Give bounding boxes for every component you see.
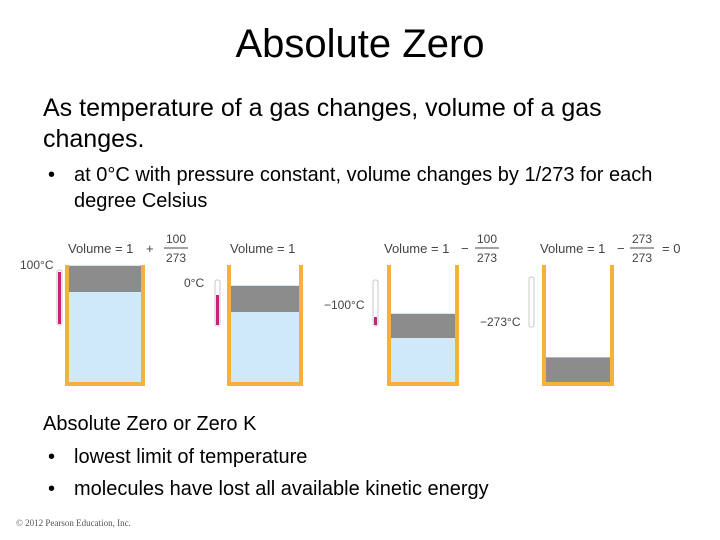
fraction-denominator: 273 bbox=[477, 251, 497, 265]
piston bbox=[231, 286, 299, 312]
volume-equation-label: Volume = 1 bbox=[230, 241, 295, 256]
thermometer-tube bbox=[528, 276, 535, 328]
bullet-text: at 0°C with pressure constant, volume ch… bbox=[74, 164, 653, 212]
bullet-glyph: • bbox=[48, 478, 56, 500]
equation-operator: − bbox=[617, 241, 625, 256]
volume-equation-label: Volume = 1 bbox=[384, 241, 449, 256]
temperature-label: −273°C bbox=[480, 315, 521, 329]
thermometer-tube bbox=[372, 279, 379, 327]
equation-operator: + bbox=[146, 241, 154, 256]
fraction-numerator: 100 bbox=[166, 232, 186, 246]
volume-equation-label: Volume = 1 bbox=[68, 241, 133, 256]
gas-cylinder-gap bbox=[231, 265, 299, 285]
copyright-notice: © 2012 Pearson Education, Inc. bbox=[16, 518, 131, 528]
fraction-numerator: 273 bbox=[632, 232, 652, 246]
panel-minus-273c: Volume = 1 − 273 273 = 0 −273°C bbox=[480, 232, 680, 386]
thermometer-mercury bbox=[374, 317, 377, 325]
main-statement: As temperature of a gas changes, volume … bbox=[43, 94, 602, 153]
temperature-label: 0°C bbox=[184, 276, 204, 290]
bullet-glyph: • bbox=[48, 446, 56, 468]
temperature-label: −100°C bbox=[324, 298, 365, 312]
thermometer-mercury bbox=[216, 295, 219, 325]
equation-operator: − bbox=[461, 241, 469, 256]
piston bbox=[546, 358, 610, 382]
gas-cylinder-gap bbox=[546, 265, 610, 357]
fraction-denominator: 273 bbox=[166, 251, 186, 265]
panel-100c: Volume = 1 + 100 273 100°C bbox=[20, 232, 188, 386]
piston bbox=[391, 314, 455, 338]
bullet-text: molecules have lost all available kineti… bbox=[74, 478, 489, 500]
piston bbox=[69, 266, 141, 292]
fraction-denominator: 273 bbox=[632, 251, 652, 265]
thermometer-mercury bbox=[58, 272, 61, 324]
bullet-text: lowest limit of temperature bbox=[74, 446, 308, 468]
slide-title: Absolute Zero bbox=[235, 22, 485, 66]
bullet-glyph: • bbox=[48, 164, 56, 186]
gas-cylinder-gap bbox=[391, 265, 455, 313]
volume-equation-label: Volume = 1 bbox=[540, 241, 605, 256]
volume-temperature-figure: Volume = 1 + 100 273 100°C Volume = 1 0°… bbox=[20, 232, 680, 386]
equation-result: = 0 bbox=[662, 241, 680, 256]
fraction-numerator: 100 bbox=[477, 232, 497, 246]
temperature-label: 100°C bbox=[20, 258, 54, 272]
panel-minus-100c: Volume = 1 − 100 273 −100°C bbox=[324, 232, 499, 386]
absolute-zero-statement: Absolute Zero or Zero K bbox=[43, 413, 257, 435]
panel-0c: Volume = 1 0°C bbox=[184, 241, 303, 386]
